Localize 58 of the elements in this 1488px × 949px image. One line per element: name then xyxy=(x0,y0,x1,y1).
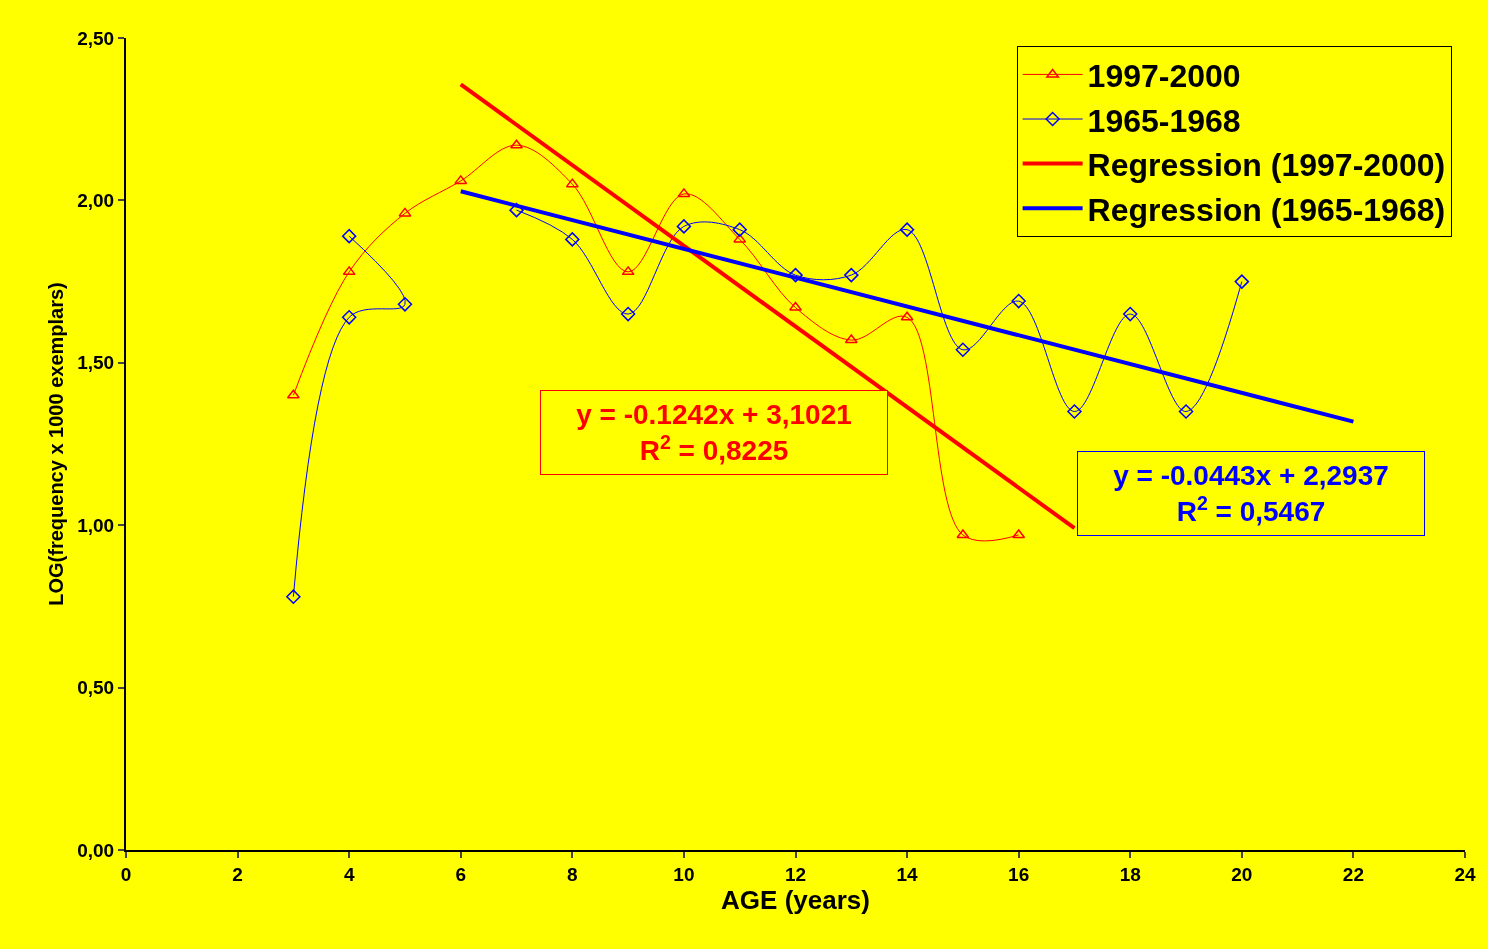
point xyxy=(1011,293,1026,309)
annotation: y = -0.1242x + 3,1021 R$^{2}$ = 0,8225 xyxy=(576,399,852,467)
point xyxy=(900,311,914,321)
x-tick-label: 22 xyxy=(1342,863,1364,885)
point xyxy=(1012,529,1026,539)
legend-label: 1997-2000 xyxy=(1087,57,1241,94)
legend-label: Regression (1965-1968) xyxy=(1087,191,1446,228)
point xyxy=(286,589,301,604)
y-tick-label: 1,00 xyxy=(77,514,115,536)
y-tick-label: 2,50 xyxy=(77,27,115,49)
y-axis-title: LOG(frequency x 1000 exemplars) xyxy=(45,282,68,606)
point xyxy=(1067,404,1082,419)
x-tick-label: 6 xyxy=(455,863,467,885)
y-tick-label: 0,50 xyxy=(77,677,115,699)
x-tick-label: 10 xyxy=(673,863,695,885)
point xyxy=(1234,274,1250,289)
x-tick-label: 18 xyxy=(1119,863,1141,885)
point xyxy=(286,389,300,399)
point xyxy=(509,202,524,218)
x-tick-label: 4 xyxy=(343,863,355,885)
point xyxy=(565,232,580,247)
legend-label: Regression (1997-2000) xyxy=(1087,147,1446,184)
x-tick-label: 24 xyxy=(1454,863,1476,885)
point xyxy=(676,219,692,234)
point xyxy=(788,267,803,283)
x-tick-label: 2 xyxy=(232,863,243,885)
x-axis-title: AGE (years) xyxy=(721,884,870,915)
point xyxy=(733,233,747,243)
point xyxy=(844,334,858,344)
point xyxy=(565,178,579,188)
x-tick-label: 0 xyxy=(120,863,132,885)
point xyxy=(1123,306,1138,322)
point xyxy=(844,267,859,283)
point xyxy=(899,222,915,237)
point xyxy=(341,228,357,244)
point xyxy=(342,266,356,276)
y-tick-label: 0,00 xyxy=(77,839,115,861)
point xyxy=(1178,404,1194,419)
point xyxy=(620,306,636,322)
point xyxy=(398,207,412,217)
x-tick-label: 14 xyxy=(896,863,919,885)
y-tick-label: 1,50 xyxy=(77,352,115,374)
point xyxy=(621,266,635,276)
x-tick-label: 8 xyxy=(567,863,578,885)
legend-label: 1965-1968 xyxy=(1087,102,1241,139)
point xyxy=(341,310,357,325)
y-tick-label: 2,00 xyxy=(77,190,115,212)
point xyxy=(677,188,691,198)
x-tick-label: 20 xyxy=(1231,863,1253,885)
annotation: y = -0.0443x + 2,2937 R$^{2}$ = 0,5467 xyxy=(1113,460,1389,528)
point xyxy=(732,222,747,237)
point xyxy=(956,529,970,539)
x-tick-label: 16 xyxy=(1008,863,1030,885)
point xyxy=(454,175,468,185)
point xyxy=(955,342,971,358)
point xyxy=(397,297,413,312)
point xyxy=(510,139,524,149)
x-tick-label: 12 xyxy=(784,863,807,885)
